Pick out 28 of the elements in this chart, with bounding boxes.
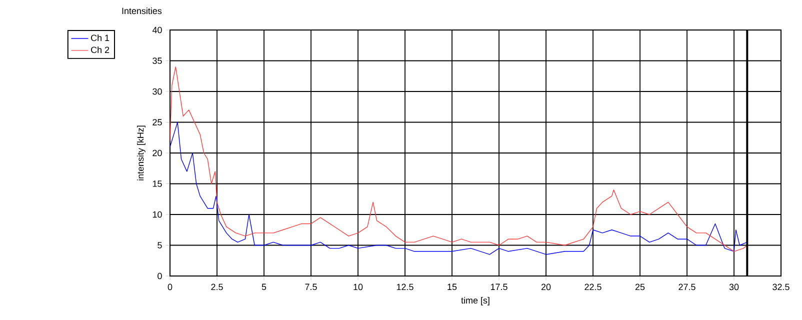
y-tick-label: 25 <box>152 119 162 126</box>
y-tick-label: 0 <box>158 272 162 280</box>
x-tick-label: 10 <box>354 284 363 290</box>
y-tick-label: 5 <box>158 242 162 248</box>
y-tick-label: 35 <box>152 58 162 64</box>
x-tick-label: 15 <box>448 284 457 290</box>
y-tick-label: 30 <box>152 88 162 95</box>
y-tick-label: 20 <box>152 150 162 156</box>
x-axis-title: time [s] <box>461 296 490 306</box>
x-tick-label: 7.5 <box>305 284 317 290</box>
legend-label: Ch 1 <box>91 34 110 42</box>
x-tick-label: 30 <box>729 284 739 290</box>
chart-title: Intensities <box>122 8 162 14</box>
x-tick-label: 22.5 <box>584 284 602 290</box>
x-tick-label: 0 <box>168 284 172 290</box>
x-tick-label: 20 <box>541 284 551 290</box>
x-tick-label: 32.5 <box>772 284 790 290</box>
x-tick-label: 12.5 <box>396 284 414 290</box>
x-tick-label: 5 <box>262 284 266 290</box>
y-tick-label: 40 <box>152 26 162 34</box>
x-tick-label: 17.5 <box>490 284 508 290</box>
x-tick-label: 2.5 <box>211 284 223 290</box>
legend-label: Ch 2 <box>91 46 110 54</box>
y-axis-title: intensity [kHz] <box>137 126 146 180</box>
y-tick-label: 10 <box>152 211 162 218</box>
x-tick-label: 27.5 <box>678 284 696 290</box>
x-tick-label: 25 <box>635 284 645 290</box>
y-tick-label: 15 <box>152 180 162 187</box>
